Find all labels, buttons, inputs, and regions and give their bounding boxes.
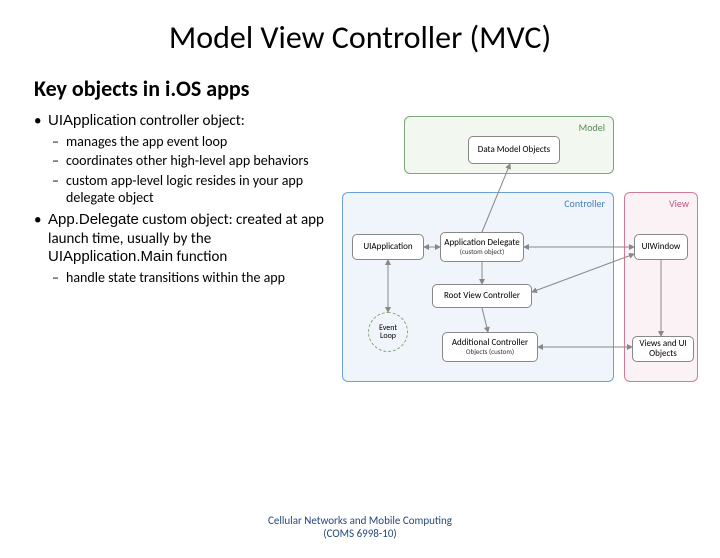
node-label: Views and UI Objects: [635, 339, 691, 359]
bullet-list: UIApplication controller object: manages …: [34, 108, 334, 404]
node-views: Views and UI Objects: [632, 336, 694, 362]
node-uiwindow: UIWindow: [634, 234, 688, 260]
node-data-model: Data Model Objects: [468, 136, 560, 164]
slide-footer: Cellular Networks and Mobile Computing (…: [0, 514, 720, 540]
bullet-level2: handle state transitions within the app: [52, 269, 334, 287]
group-label-controller: Controller: [564, 197, 605, 210]
node-label: Root View Controller: [444, 291, 520, 301]
footer-line2: (COMS 6998-10): [0, 527, 720, 540]
slide-title: Model View Controller (MVC): [0, 18, 720, 57]
bullet-level2: custom app-level logic resides in your a…: [52, 172, 334, 207]
footer-line1: Cellular Networks and Mobile Computing: [0, 514, 720, 527]
bullet-level1: UIApplication controller object:: [34, 112, 334, 131]
bullet-level1: App.Delegate custom object: created at a…: [34, 211, 334, 267]
node-label: UIWindow: [642, 242, 681, 252]
node-label: UIApplication: [363, 242, 412, 252]
node-uiapp: UIApplication: [352, 234, 424, 260]
node-sublabel: (custom object): [460, 248, 505, 256]
event-loop-label: EventLoop: [368, 324, 408, 340]
group-label-view: View: [669, 197, 689, 210]
node-rootvc: Root View Controller: [432, 284, 532, 308]
bullet-level2: manages the app event loop: [52, 133, 334, 151]
bullet-level2: coordinates other high-level app behavio…: [52, 152, 334, 170]
content-row: UIApplication controller object: manages …: [0, 108, 720, 404]
node-appdelegate: Application Delegate(custom object): [440, 232, 524, 262]
node-addlctrl: Additional ControllerObjects (custom): [442, 332, 538, 362]
node-sublabel: Objects (custom): [466, 348, 514, 356]
group-label-model: Model: [579, 121, 605, 134]
slide-subtitle: Key objects in i.OS apps: [34, 75, 720, 102]
node-label: Data Model Objects: [478, 145, 550, 155]
mvc-diagram: Model Controller View Data Model Objects UIA…: [340, 114, 710, 404]
